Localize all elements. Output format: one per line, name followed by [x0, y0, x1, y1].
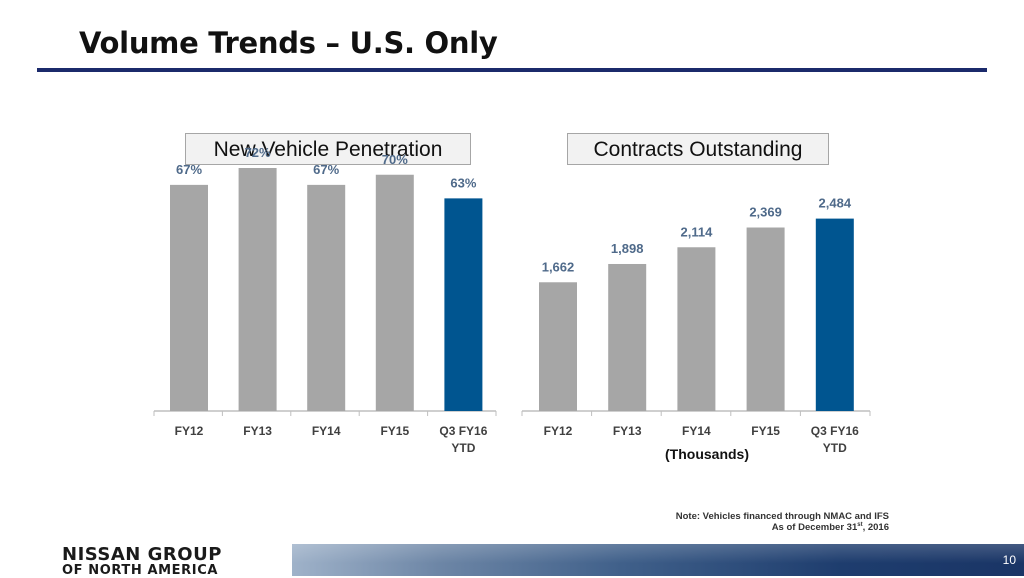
note-date-suffix: , 2016	[862, 522, 889, 534]
penetration-value-label-2: 72%	[245, 145, 271, 160]
company-logo-line-1: NISSAN GROUP	[62, 544, 222, 565]
penetration-bar-2	[238, 168, 277, 411]
contracts-category-label-5-line-1: Q3 FY16	[811, 424, 859, 438]
contracts-value-label-4: 2,369	[749, 205, 782, 220]
note-date-superscript: st	[857, 522, 863, 528]
footer-band	[292, 544, 1024, 576]
contracts-value-label-3: 2,114	[680, 224, 713, 239]
penetration-category-label-4: FY15	[380, 424, 409, 438]
penetration-bar-1	[170, 184, 208, 411]
penetration-bar-5	[444, 198, 483, 411]
penetration-value-label-1: 67%	[176, 162, 202, 177]
contracts-unit-label: (Thousands)	[665, 446, 749, 462]
penetration-bar-4	[375, 174, 414, 411]
contracts-category-label-1: FY12	[544, 424, 573, 438]
contracts-category-label-5-line-2: YTD	[823, 441, 847, 455]
contracts-bar-1	[539, 282, 577, 411]
contracts-bar-3	[677, 247, 716, 411]
page-title: Volume Trends – U.S. Only	[79, 26, 498, 60]
contracts-value-label-1: 1,662	[542, 259, 575, 274]
contracts-bar-4	[746, 227, 785, 411]
penetration-category-label-5-line-1: Q3 FY16	[439, 424, 487, 438]
penetration-value-label-5: 63%	[450, 175, 476, 190]
penetration-value-label-3: 67%	[313, 162, 339, 177]
page-number: 10	[1002, 553, 1016, 567]
penetration-bar-3	[307, 184, 346, 411]
penetration-category-label-2: FY13	[243, 424, 272, 438]
note-line-2: As of December 31st, 2016	[772, 522, 889, 533]
note-date-prefix: As of December 31	[771, 522, 858, 534]
contracts-value-label-5: 2,484	[819, 196, 852, 211]
penetration-category-label-5-line-2: YTD	[451, 441, 475, 455]
contracts-value-label-2: 1,898	[611, 241, 644, 256]
penetration-category-label-1: FY12	[175, 424, 204, 438]
note-line-1: Note: Vehicles financed through NMAC and…	[675, 511, 889, 522]
company-logo-line-2: OF NORTH AMERICA	[62, 563, 219, 578]
penetration-chart-title: New Vehicle Penetration	[185, 133, 471, 165]
contracts-bar-2	[608, 263, 647, 411]
title-divider	[37, 68, 987, 72]
contracts-chart-title: Contracts Outstanding	[567, 133, 829, 165]
penetration-category-label-3: FY14	[312, 424, 341, 438]
contracts-category-label-2: FY13	[613, 424, 642, 438]
penetration-value-label-4: 70%	[382, 152, 408, 167]
contracts-category-label-3: FY14	[682, 424, 711, 438]
contracts-category-label-4: FY15	[751, 424, 780, 438]
contracts-bar-5	[815, 218, 854, 411]
